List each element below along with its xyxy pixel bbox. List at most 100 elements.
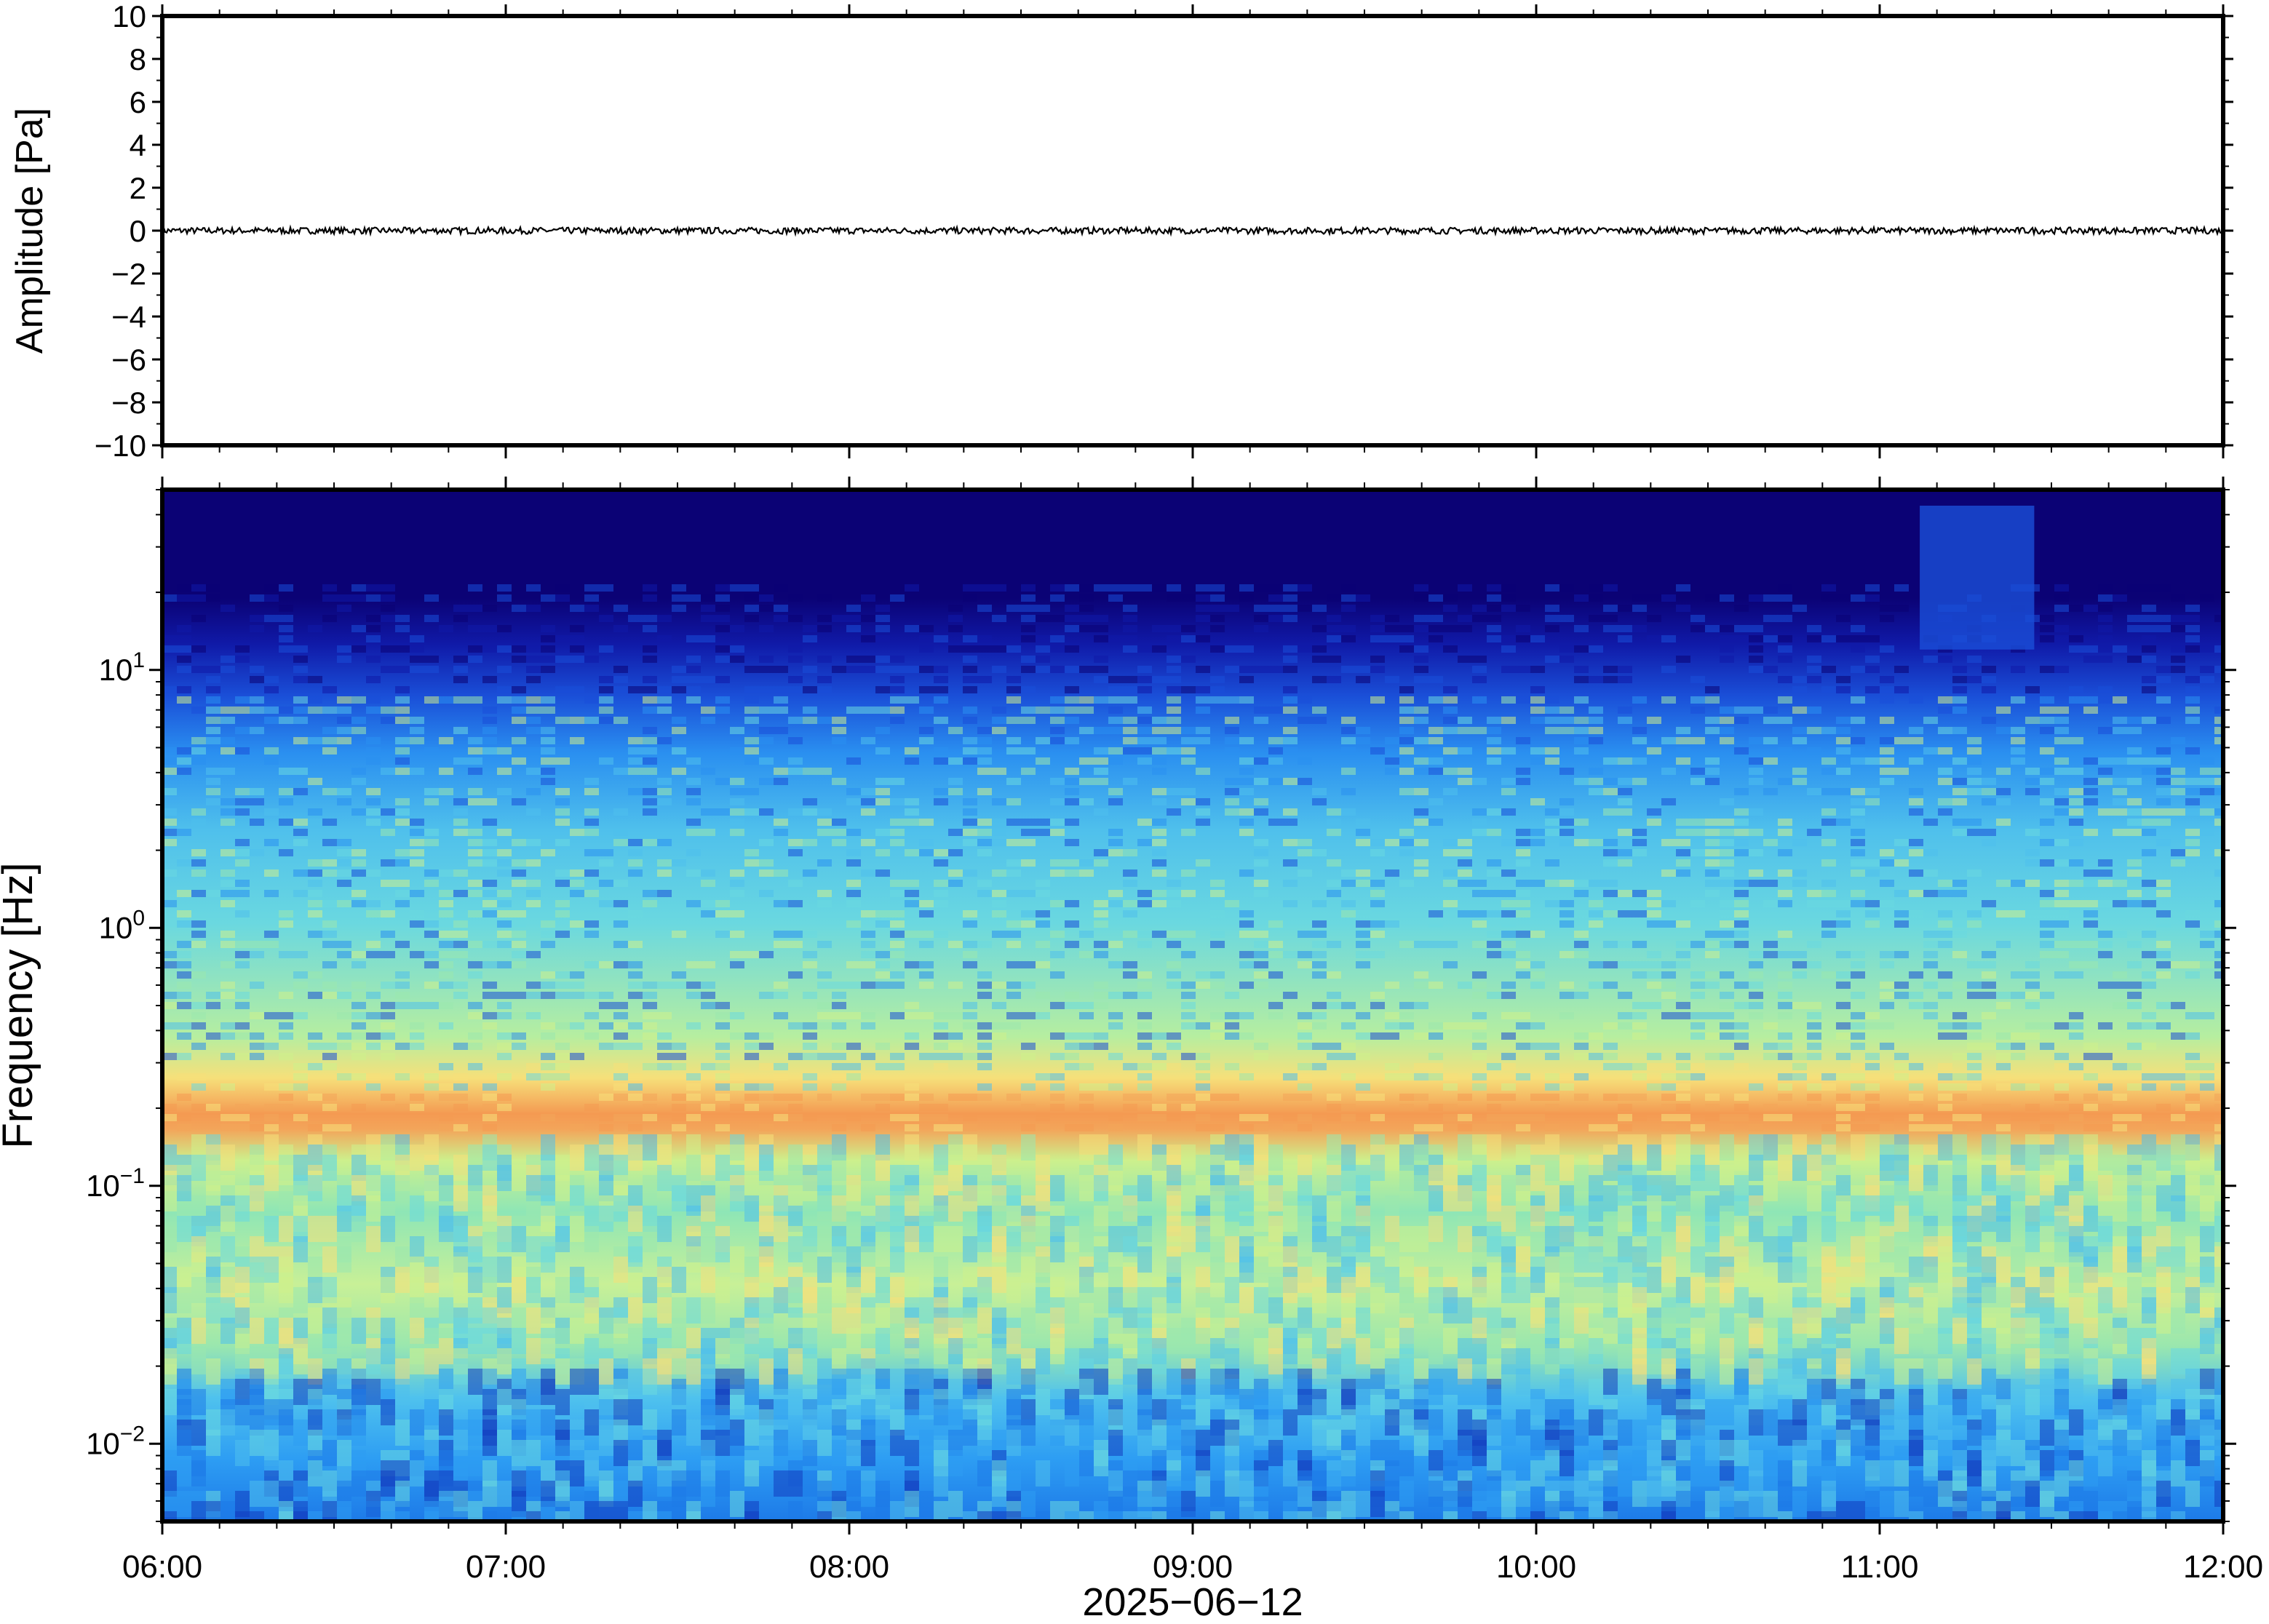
spectrogram-cell	[220, 1032, 235, 1040]
spectrogram-cell	[1356, 819, 1370, 826]
spectrogram-cell	[1167, 890, 1181, 897]
spectrogram-cell	[395, 717, 410, 724]
spectrogram-cell	[1501, 869, 1516, 877]
spectrogram-cell	[497, 666, 512, 673]
spectrogram-cell	[1006, 778, 1021, 785]
spectrogram-cell	[1196, 1063, 1210, 1070]
spectrogram-cell	[468, 1165, 482, 1191]
spectrogram-cell	[1632, 1094, 1647, 1101]
spectrogram-cell	[293, 788, 308, 795]
spectrogram-cell	[1283, 645, 1298, 653]
spectrogram-cell	[686, 676, 701, 683]
spectrogram-cell	[220, 656, 235, 663]
spectrogram-cell	[279, 1165, 293, 1191]
spectrogram-cell	[1210, 1094, 1225, 1101]
spectrogram-cell	[322, 686, 337, 693]
spectrogram-cell	[1079, 727, 1094, 734]
spectrogram-cell	[1137, 727, 1152, 734]
spectrogram-cell	[1749, 1450, 1763, 1476]
spectrogram-cell	[846, 961, 861, 968]
spectrogram-cell	[1006, 686, 1021, 693]
spectrogram-cell	[744, 605, 759, 612]
spectrogram-cell	[220, 1002, 235, 1009]
spectrogram-cell	[1458, 1338, 1472, 1364]
spectrogram-cell	[1792, 727, 1807, 734]
spectrogram-cell	[1399, 1104, 1414, 1111]
spectrogram-cell	[1734, 941, 1749, 948]
spectrogram-cell	[875, 706, 890, 714]
waveform-frame	[160, 14, 2225, 447]
spectrogram-cell	[1545, 625, 1559, 632]
spectrogram-cell	[497, 992, 512, 999]
spectrogram-cell	[1050, 584, 1065, 592]
spectrogram-cell	[1283, 880, 1298, 887]
spectrogram-cell	[337, 706, 351, 714]
spectrogram-cell	[1196, 1379, 1210, 1405]
spectrogram-cell	[628, 788, 643, 795]
spectrogram-cell	[366, 594, 381, 602]
spectrogram-cell	[1705, 1032, 1720, 1040]
spectrogram-cell	[1603, 1236, 1618, 1262]
spectrogram-cell	[1167, 717, 1181, 724]
spectrogram-cell	[1036, 666, 1050, 673]
spectrogram-cell	[992, 666, 1006, 673]
spectrogram-cell	[177, 686, 191, 693]
spectrogram-cell	[366, 1012, 381, 1019]
spectrogram-cell	[1065, 666, 1079, 673]
spectrogram-cell	[1792, 880, 1807, 887]
spectrogram-cell	[1079, 1012, 1094, 1019]
spectrogram-cell	[526, 1511, 541, 1521]
spectrogram-cell	[526, 605, 541, 612]
spectrogram-cell	[1254, 971, 1268, 979]
spectrogram-cell	[337, 880, 351, 887]
spectrogram-cell	[1006, 859, 1021, 867]
spectrogram-cell	[177, 1053, 191, 1060]
spectrogram-cell	[1792, 1358, 1807, 1385]
spectrogram-cell	[1472, 971, 1487, 979]
spectrogram-cell	[482, 1277, 497, 1303]
spectrogram-cell	[1734, 1114, 1749, 1121]
spectrogram-cell	[526, 1470, 541, 1497]
spectrogram-cell	[759, 656, 774, 663]
spectrogram-cell	[541, 1409, 555, 1436]
spectrogram-cell	[1137, 890, 1152, 897]
spectrogram-cell	[1516, 1114, 1530, 1121]
spectrogram-cell	[453, 1277, 468, 1303]
spectrogram-cell	[279, 1185, 293, 1211]
spectrogram-cell	[293, 737, 308, 744]
spectrogram-cell	[1021, 625, 1036, 632]
spectrogram-cell	[1298, 717, 1312, 724]
spectrogram-cell	[293, 890, 308, 897]
spectrogram-cell	[497, 869, 512, 877]
spectrogram-cell	[206, 676, 220, 683]
spectrogram-cell	[162, 757, 177, 765]
spectrogram-cell	[963, 1094, 977, 1101]
spectrogram-cell	[1050, 666, 1065, 673]
spectrogram-cell	[1370, 1369, 1385, 1395]
spectrogram-cell	[846, 1328, 861, 1354]
spectrogram-cell	[1370, 1114, 1385, 1121]
spectrogram-cell	[1108, 1267, 1123, 1293]
spectrogram-cell	[1298, 584, 1312, 592]
spectrogram-cell	[905, 1002, 919, 1009]
spectrogram-cell	[817, 982, 832, 989]
spectrogram-cell	[1720, 635, 1734, 642]
spectrogram-cell	[643, 1002, 657, 1009]
spectrogram-cell	[1836, 1114, 1851, 1121]
spectrogram-cell	[512, 910, 526, 918]
spectrogram-cell	[1356, 727, 1370, 734]
spectrogram-cell	[1574, 1420, 1589, 1446]
spectrogram-cell	[1385, 1267, 1399, 1293]
spectrogram-cell	[1137, 1430, 1152, 1456]
spectrogram-cell	[1181, 737, 1196, 744]
spectrogram-cell	[468, 696, 482, 704]
spectrogram-cell	[250, 1409, 264, 1436]
spectrogram-cell	[1851, 737, 1865, 744]
spectrogram-cell	[1428, 594, 1443, 602]
spectrogram-cell	[861, 1267, 875, 1293]
spectrogram-cell	[1647, 1236, 1661, 1262]
spectrogram-cell	[846, 1043, 861, 1050]
spectrogram-cell	[1516, 696, 1530, 704]
spectrogram-cell	[177, 1094, 191, 1101]
spectrogram-cell	[570, 717, 584, 724]
